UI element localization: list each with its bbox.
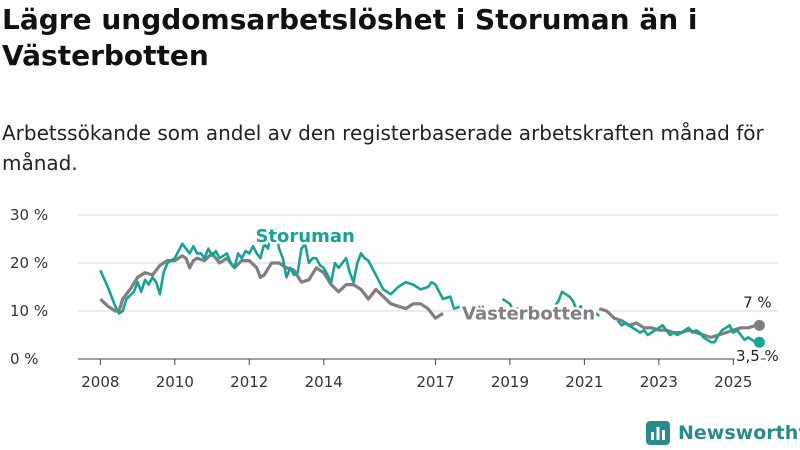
series-line-storuman	[99, 228, 760, 344]
grid-layer: 0 % 10 % 20 % 30 % 2008 2010 2012 2014 2017 2019 2…	[10, 206, 778, 391]
newsworthy-logo: Newsworthy	[646, 420, 800, 446]
end-point-storuman	[753, 336, 765, 348]
bar-chart-logo-icon	[646, 421, 670, 445]
chart-subtitle: Arbetssökande som andel av den registerb…	[2, 121, 764, 175]
end-point-vasterbotten	[753, 319, 765, 331]
x-tick-label: 2019	[491, 373, 529, 391]
series-label-vasterbotten: Västerbotten	[462, 304, 595, 325]
y-tick-label: 20 %	[10, 254, 48, 272]
series-layer	[99, 228, 765, 348]
x-tick-label: 2023	[640, 373, 678, 391]
series-line-vasterbotten	[99, 251, 444, 320]
y-tick-label: 0 %	[10, 350, 39, 368]
x-tick-label: 2012	[230, 373, 268, 391]
brand-name: Newsworthy	[678, 422, 800, 444]
x-tick-label: 2014	[305, 373, 343, 391]
x-tick-label: 2017	[416, 373, 454, 391]
y-tick-label: 10 %	[10, 302, 48, 320]
x-tick-label: 2021	[565, 373, 603, 391]
y-tick-label: 30 %	[10, 206, 48, 224]
chart-title: Lägre ungdomsarbetslöshet i Storuman än …	[2, 3, 698, 72]
end-label-storuman: 3,5 %	[736, 347, 779, 365]
x-tick-label: 2008	[81, 373, 119, 391]
label-layer: Storuman Västerbotten 7 % 3,5 %	[253, 223, 781, 367]
end-label-vasterbotten: 7 %	[743, 293, 772, 311]
x-tick-label: 2025	[714, 373, 752, 391]
x-tick-label: 2010	[156, 373, 194, 391]
series-label-storuman: Storuman	[255, 226, 354, 247]
